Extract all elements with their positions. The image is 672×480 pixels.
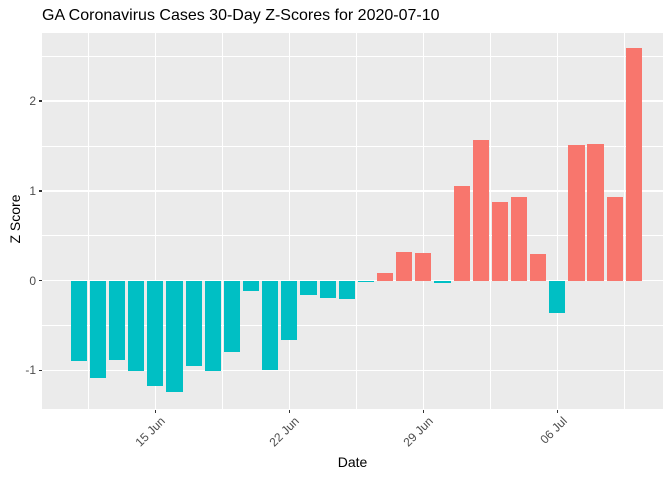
z-score-bar [128,280,145,372]
x-minor-gridline [221,33,223,409]
chart-title: GA Coronavirus Cases 30-Day Z-Scores for… [42,7,440,24]
y-minor-gridline [42,235,663,237]
z-score-bar [185,280,202,366]
y-minor-gridline [42,55,663,57]
z-score-bar [549,280,566,313]
z-score-bar [242,280,260,292]
y-axis-title: Z Score [7,194,23,244]
y-tick-mark [38,100,42,102]
z-score-bar [625,48,642,281]
y-tick-mark [38,190,42,192]
y-tick-label: 1 [29,183,36,198]
z-score-bar [281,280,298,340]
x-minor-gridline [87,33,89,409]
x-tick-label: 22 Jun [266,414,303,450]
z-score-bar [357,280,374,283]
z-score-bar [376,272,394,281]
y-tick-label: 2 [29,94,36,109]
z-score-bar [89,280,107,378]
x-major-gridline [556,33,559,409]
y-minor-gridline [42,145,663,147]
z-score-bar [415,252,432,281]
z-score-bar [300,280,317,296]
plot-panel [42,33,663,409]
x-tick-mark [422,409,425,413]
z-score-bar [491,201,508,281]
x-major-gridline [154,33,157,409]
y-minor-gridline [42,325,663,327]
z-score-bar [204,280,221,372]
x-tick-mark [556,409,559,413]
x-major-gridline [422,33,425,409]
z-score-bar [587,144,604,281]
x-tick-mark [154,409,157,413]
y-tick-label: 0 [29,273,36,288]
z-score-bar [319,280,336,298]
z-score-bar [147,280,164,386]
z-score-bar [568,145,585,281]
z-score-bar [434,280,451,284]
y-major-gridline [42,190,663,192]
x-minor-gridline [623,33,625,409]
z-score-bar [396,251,413,281]
x-minor-gridline [489,33,491,409]
z-score-bar [530,253,547,281]
z-score-bar [70,280,87,362]
z-score-bar [262,280,279,371]
z-score-bar [108,280,126,360]
x-tick-label: 29 Jun [400,414,437,450]
z-score-bar [223,280,240,352]
y-tick-mark [38,279,42,282]
x-tick-label: 15 Jun [132,414,169,450]
x-minor-gridline [355,33,357,409]
z-score-bar [472,139,489,281]
y-major-gridline [42,100,663,102]
x-tick-label: 06 Jul [537,414,571,447]
x-axis-title: Date [337,454,368,470]
z-score-bar [453,186,470,281]
z-score-bar [166,280,183,392]
z-score-bar [510,197,528,281]
z-score-bar [606,197,623,281]
y-major-gridline [42,369,663,372]
x-major-gridline [288,33,291,409]
y-tick-label: -1 [25,363,36,378]
x-tick-mark [288,409,291,413]
z-score-bar [338,280,355,299]
y-tick-mark [38,369,42,372]
